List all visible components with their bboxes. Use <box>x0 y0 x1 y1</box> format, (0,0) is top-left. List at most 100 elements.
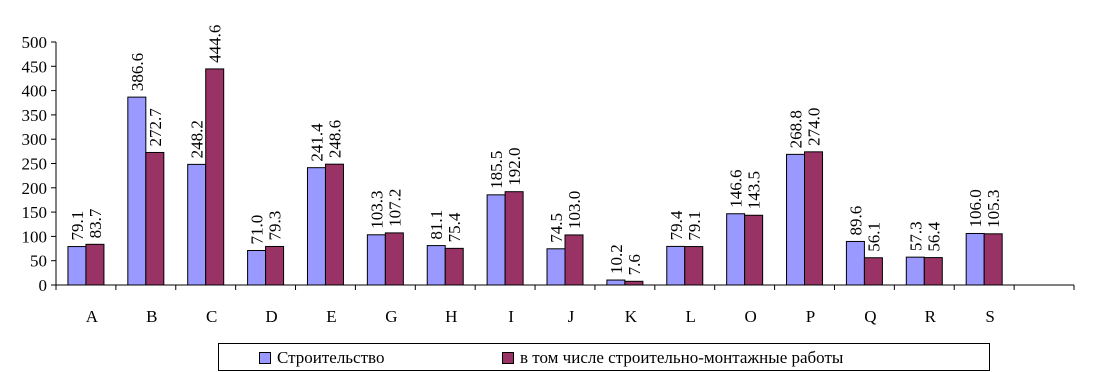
y-tick-label: 300 <box>22 130 48 149</box>
bar-construction <box>306 167 326 286</box>
data-label-construction: 89.6 <box>846 206 865 236</box>
data-label-construction: 79.4 <box>667 210 686 240</box>
legend: Строительство в том числе строительно-мо… <box>218 343 990 371</box>
bar-construction <box>905 256 925 286</box>
bar-construction <box>486 194 506 286</box>
bar-construction <box>666 245 686 286</box>
bars <box>67 68 1003 286</box>
data-label-construction-installation: 7.6 <box>625 254 644 275</box>
legend-label-construction: Строительство <box>277 348 385 367</box>
bar-construction <box>786 153 806 286</box>
x-tick-label: A <box>86 307 99 326</box>
legend-label-construction-installation: в том числе строительно-монтажные работы <box>520 348 844 367</box>
data-label-construction: 185.5 <box>487 151 506 189</box>
bar-construction-installation <box>684 246 704 286</box>
data-label-construction-installation: 79.1 <box>685 211 704 241</box>
data-label-construction: 10.2 <box>607 244 626 274</box>
y-tick-label: 450 <box>22 57 48 76</box>
x-tick-label: G <box>385 307 397 326</box>
bar-construction-installation <box>384 232 404 286</box>
x-tick-label: J <box>568 307 575 326</box>
bar-construction-installation <box>145 151 165 286</box>
x-tick-label: K <box>625 307 638 326</box>
y-tick-label: 400 <box>22 82 48 101</box>
bar-construction-installation <box>624 280 644 286</box>
y-tick-label: 100 <box>22 227 48 246</box>
data-label-construction-installation: 103.0 <box>565 191 584 229</box>
data-label-construction-installation: 192.0 <box>505 147 524 185</box>
data-label-construction: 57.3 <box>906 221 925 251</box>
data-label-construction-installation: 274.0 <box>805 108 824 146</box>
bar-construction-installation <box>863 257 883 286</box>
data-label-construction-installation: 272.7 <box>146 108 165 147</box>
data-label-construction-installation: 444.6 <box>206 25 225 63</box>
bar-construction-installation <box>205 68 225 286</box>
x-tick-label: C <box>206 307 217 326</box>
data-label-construction: 146.6 <box>727 170 746 208</box>
data-label-construction: 71.0 <box>248 215 267 245</box>
bar-construction <box>247 249 267 286</box>
legend-swatch-construction <box>259 352 271 364</box>
x-tick-label: L <box>686 307 696 326</box>
y-tick-label: 250 <box>22 155 48 174</box>
data-label-construction-installation: 56.4 <box>924 221 943 251</box>
bar-construction-installation <box>804 151 824 286</box>
bar-chart: 0 50 100 150 200 250 300 350 400 450 500 A B C D E G H I J… <box>22 25 1075 326</box>
bar-construction <box>187 163 207 286</box>
bar-construction <box>67 246 87 286</box>
x-tick-label: P <box>806 307 815 326</box>
data-label-construction: 386.6 <box>128 53 147 91</box>
bar-construction-installation <box>444 247 464 286</box>
x-tick-label: S <box>985 307 994 326</box>
bar-construction <box>366 234 386 286</box>
bar-construction-installation <box>504 191 524 286</box>
x-tick-label: E <box>326 307 336 326</box>
data-label-construction: 248.2 <box>188 120 207 158</box>
x-tick-label: D <box>265 307 277 326</box>
bar-construction-installation <box>324 163 344 286</box>
data-label-construction-installation: 105.3 <box>984 190 1003 228</box>
x-tick-label: Q <box>864 307 876 326</box>
legend-item-construction: Строительство <box>259 348 384 368</box>
bar-construction <box>546 248 566 286</box>
bar-construction-installation <box>564 234 584 286</box>
x-tick-label: I <box>508 307 514 326</box>
data-label-construction: 74.5 <box>547 213 566 243</box>
data-label-construction: 268.8 <box>787 110 806 148</box>
x-tick-label: H <box>445 307 457 326</box>
data-label-construction-installation: 107.2 <box>385 189 404 227</box>
bar-construction <box>606 279 626 286</box>
data-label-construction-installation: 56.1 <box>864 222 883 252</box>
data-label-construction-installation: 75.4 <box>445 212 464 242</box>
data-label-construction: 106.0 <box>966 189 985 227</box>
data-label-construction: 103.3 <box>367 191 386 229</box>
bar-construction <box>965 232 985 286</box>
y-tick-label: 50 <box>30 252 47 271</box>
legend-swatch-construction-installation <box>502 352 514 364</box>
data-label-construction-installation: 248.6 <box>325 120 344 158</box>
legend-item-construction-installation: в том числе строительно-монтажные работы <box>502 348 843 368</box>
bar-construction-installation <box>744 214 764 286</box>
y-tick-label: 200 <box>22 179 48 198</box>
bar-construction <box>426 245 446 286</box>
bar-construction <box>845 240 865 286</box>
y-tick-label: 350 <box>22 106 48 125</box>
y-tick-label: 500 <box>22 33 48 52</box>
x-tick-label: O <box>744 307 756 326</box>
data-label-construction-installation: 79.3 <box>266 211 285 241</box>
data-label-construction: 79.1 <box>68 211 87 241</box>
x-tick-label: R <box>925 307 937 326</box>
y-tick-label: 150 <box>22 203 48 222</box>
bar-construction-installation <box>923 257 943 286</box>
x-tick-label: B <box>146 307 157 326</box>
y-tick-label: 0 <box>39 276 48 295</box>
data-label-construction: 81.1 <box>427 210 446 240</box>
data-label-construction-installation: 83.7 <box>86 208 105 238</box>
bar-construction-installation <box>265 245 285 286</box>
bar-construction-installation <box>983 233 1003 286</box>
y-axis: 0 50 100 150 200 250 300 350 400 450 500 <box>22 33 57 295</box>
bar-construction <box>127 96 147 286</box>
data-label-construction-installation: 143.5 <box>745 171 764 209</box>
